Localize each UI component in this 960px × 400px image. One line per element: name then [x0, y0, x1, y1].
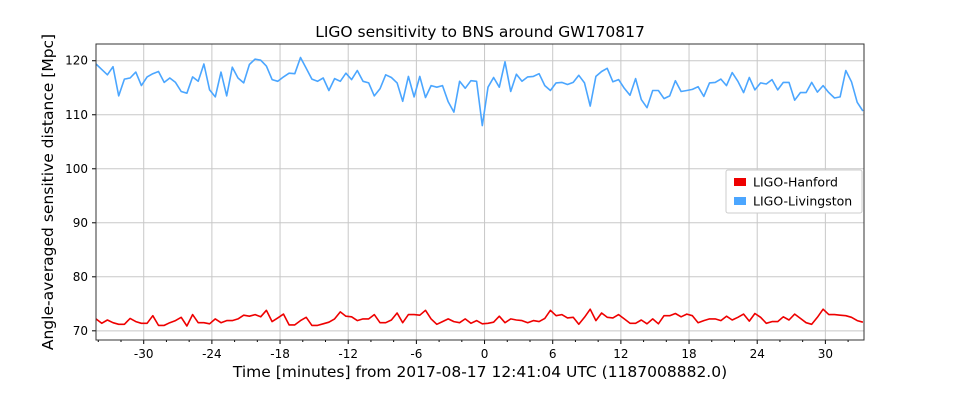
x-tick-label: -6: [410, 347, 422, 361]
y-tick-label: 80: [73, 270, 88, 284]
axis-ticks: -30 -24 -18 -12 -6 0 6 12 18 24 30 70 80 90 100 110 120: [65, 54, 849, 361]
legend-label: LIGO-Livingston: [753, 194, 852, 209]
series-lines: [95, 56, 864, 327]
x-tick-label: -30: [134, 347, 154, 361]
x-tick-label: 0: [481, 347, 489, 361]
legend: LIGO-Hanford LIGO-Livingston: [725, 169, 863, 214]
y-axis-label: Angle-averaged sensitive distance [Mpc]: [39, 34, 57, 350]
chart-title: LIGO sensitivity to BNS around GW170817: [315, 23, 645, 41]
plot-frame: [95, 43, 865, 341]
x-tick-label: 18: [681, 347, 696, 361]
y-tick-label: 110: [65, 108, 88, 122]
x-tick-label: 6: [549, 347, 557, 361]
series-line-ligo-livingston: [95, 56, 864, 127]
legend-box: [725, 169, 863, 214]
x-tick-label: -24: [202, 347, 222, 361]
legend-swatch: [734, 197, 746, 205]
gridlines: [96, 44, 864, 340]
y-tick-label: 100: [65, 162, 88, 176]
x-tick-label: -18: [270, 347, 290, 361]
x-tick-label: -12: [338, 347, 358, 361]
y-tick-label: 70: [73, 324, 88, 338]
y-tick-label: 120: [65, 54, 88, 68]
x-tick-label: 12: [613, 347, 628, 361]
y-tick-label: 90: [73, 216, 88, 230]
legend-label: LIGO-Hanford: [753, 175, 838, 190]
x-tick-label: 24: [750, 347, 765, 361]
x-tick-label: 30: [818, 347, 833, 361]
x-axis-label: Time [minutes] from 2017-08-17 12:41:04 …: [232, 363, 727, 381]
series-line-ligo-hanford: [95, 308, 864, 327]
legend-swatch: [734, 178, 746, 186]
